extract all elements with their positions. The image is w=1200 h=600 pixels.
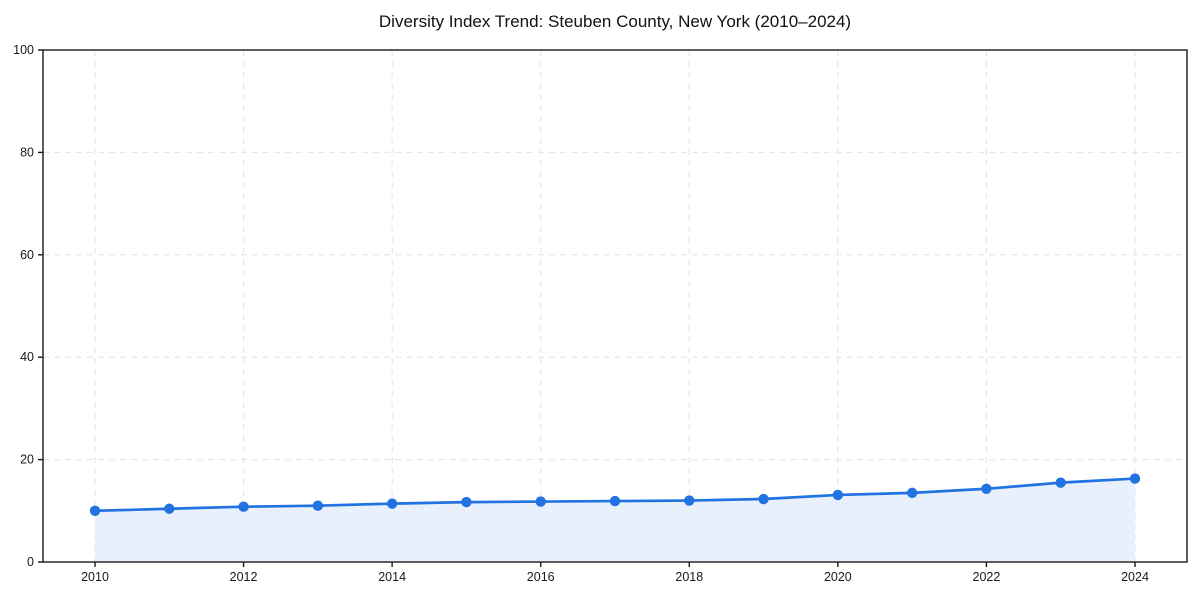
x-tick-label: 2016 — [527, 570, 555, 584]
x-tick-label: 2018 — [675, 570, 703, 584]
data-point — [1055, 477, 1066, 488]
data-point — [535, 496, 546, 507]
y-tick-label: 20 — [20, 453, 34, 467]
x-tick-label: 2012 — [230, 570, 258, 584]
data-point — [832, 489, 844, 501]
data-point — [684, 495, 695, 506]
x-tick-label: 2010 — [81, 570, 109, 584]
data-point — [386, 498, 398, 509]
data-point — [238, 501, 249, 512]
series-markers — [89, 473, 1141, 516]
y-tick-label: 0 — [27, 555, 34, 569]
x-tick-label: 2022 — [973, 570, 1001, 584]
axis-tick-labels: 2010 2012 2014 2016 2018 2020 2022 2024 0 20 40 60 8… — [13, 43, 1149, 584]
x-tick-label: 2014 — [378, 570, 406, 584]
x-tick-label: 2024 — [1121, 570, 1149, 584]
data-point — [461, 496, 472, 508]
plot-border — [42, 49, 1188, 563]
data-point — [609, 495, 621, 507]
axis-ticks — [38, 49, 1136, 567]
data-point — [164, 503, 175, 514]
y-tick-label: 40 — [20, 350, 34, 364]
chart-title: Diversity Index Trend: Steuben County, N… — [378, 12, 852, 31]
y-tick-label: 100 — [13, 43, 34, 57]
data-point — [906, 487, 918, 499]
data-point — [312, 500, 324, 511]
data-point — [981, 483, 992, 494]
data-point — [758, 493, 769, 505]
y-tick-label: 60 — [20, 248, 34, 262]
x-tick-label: 2020 — [824, 570, 852, 584]
data-point — [89, 505, 101, 516]
y-tick-label: 80 — [20, 145, 34, 159]
data-point — [1129, 473, 1141, 484]
series-area-fill — [95, 478, 1135, 562]
